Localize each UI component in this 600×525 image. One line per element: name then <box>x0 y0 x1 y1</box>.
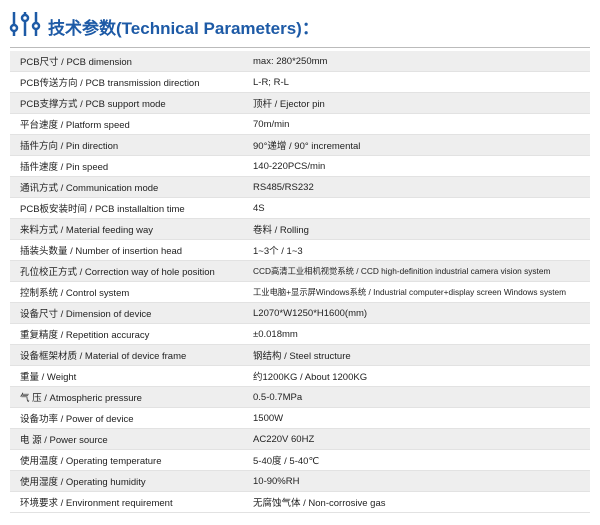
table-row: PCB板安装时间 / PCB installaltion time 4S <box>10 198 590 219</box>
table-row: 设备尺寸 / Dimension of device L2070*W1250*H1… <box>10 303 590 324</box>
spec-value: 卷料 / Rolling <box>253 225 309 236</box>
table-row: 设备功率 / Power of device 1500W <box>10 408 590 429</box>
table-row: 控制系统 / Control system 工业电脑+显示屏Windows系统 /… <box>10 282 590 303</box>
spec-name: 插件方向 / Pin direction <box>20 141 119 152</box>
spec-name: 插件速度 / Pin speed <box>20 162 109 173</box>
table-row: 重量 / Weight 约1200KG / About 1200KG <box>10 366 590 387</box>
spec-value: 1500W <box>253 412 284 424</box>
spec-value: 70m/min <box>253 118 290 130</box>
spec-value: 10-90%RH <box>253 475 300 487</box>
spec-name: 使用温度 / Operating temperature <box>20 456 162 467</box>
spec-name: 来料方式 / Material feeding way <box>20 225 154 236</box>
spec-value: 顶杆 / Ejector pin <box>253 99 325 110</box>
table-row: PCB传送方向 / PCB transmission direction L-R;… <box>10 72 590 93</box>
header: 技术参数(Technical Parameters)： <box>0 0 600 48</box>
table-row: 设备框架材质 / Material of device frame 钢结构 / S… <box>10 345 590 366</box>
divider <box>10 47 590 48</box>
spec-name: 重量 / Weight <box>20 372 77 383</box>
spec-name: 设备框架材质 / Material of device frame <box>20 351 187 362</box>
spec-value: 140-220PCS/min <box>253 160 326 172</box>
table-row: 插件速度 / Pin speed 140-220PCS/min <box>10 156 590 177</box>
spec-name: 使用湿度 / Operating humidity <box>20 477 146 488</box>
title: 技术参数(Technical Parameters)： <box>48 19 319 38</box>
spec-value: 1~3个 / 1~3 <box>253 246 303 257</box>
spec-value: 工业电脑+显示屏Windows系统 / Industrial computer+… <box>253 287 567 297</box>
table-row: 电 源 / Power source AC220V 60HZ <box>10 429 590 450</box>
spec-value: 约1200KG / About 1200KG <box>253 372 368 383</box>
spec-value: 无腐蚀气体 / Non-corrosive gas <box>253 498 386 509</box>
table-row: 插件方向 / Pin direction 90°递增 / 90° incremen… <box>10 135 590 156</box>
spec-value: L-R; R-L <box>253 76 289 88</box>
spec-name: 设备功率 / Power of device <box>20 414 134 425</box>
spec-name: PCB尺寸 / PCB dimension <box>20 57 132 68</box>
table-row: 使用湿度 / Operating humidity 10-90%RH <box>10 471 590 492</box>
spec-value: 0.5-0.7MPa <box>253 391 303 403</box>
spec-name: 电 源 / Power source <box>20 435 108 446</box>
spec-value: ±0.018mm <box>253 328 298 340</box>
spec-name: 设备尺寸 / Dimension of device <box>20 309 152 320</box>
table-row: 来料方式 / Material feeding way 卷料 / Rolling <box>10 219 590 240</box>
spec-value: max: 280*250mm <box>253 55 328 67</box>
spec-name: 环境要求 / Environment requirement <box>20 498 173 509</box>
spec-name: PCB支撑方式 / PCB support mode <box>20 99 166 110</box>
table-row: 环境要求 / Environment requirement 无腐蚀气体 / No… <box>10 492 590 513</box>
table-row: 通讯方式 / Communication mode RS485/RS232 <box>10 177 590 198</box>
table-row: 气 压 / Atmospheric pressure 0.5-0.7MPa <box>10 387 590 408</box>
spec-value: 4S <box>253 202 265 214</box>
spec-value: L2070*W1250*H1600(mm) <box>253 307 368 319</box>
spec-value: CCD高清工业相机视觉系统 / CCD high-definition indu… <box>253 266 551 276</box>
spec-name: 控制系统 / Control system <box>20 288 130 299</box>
spec-name: 气 压 / Atmospheric pressure <box>20 393 142 404</box>
spec-value: 90°递增 / 90° incremental <box>253 141 361 152</box>
spec-value: RS485/RS232 <box>253 181 314 193</box>
spec-value: 钢结构 / Steel structure <box>253 351 351 362</box>
icon <box>9 12 41 36</box>
spec-name: PCB板安装时间 / PCB installaltion time <box>20 204 185 215</box>
table-row: 重复精度 / Repetition accuracy ±0.018mm <box>10 324 590 345</box>
spec-name: 平台速度 / Platform speed <box>20 120 130 131</box>
table-row: PCB尺寸 / PCB dimension max: 280*250mm <box>10 51 590 72</box>
table-row: 使用温度 / Operating temperature 5-40度 / 5-40… <box>10 450 590 471</box>
spec-value: AC220V 60HZ <box>253 433 315 445</box>
spec-name: 插装头数量 / Number of insertion head <box>20 246 183 257</box>
spec-value: 5-40度 / 5-40℃ <box>253 456 320 467</box>
spec-name: 通讯方式 / Communication mode <box>20 183 159 194</box>
table-row: 孔位校正方式 / Correction way of hole position… <box>10 261 590 282</box>
spec-name: PCB传送方向 / PCB transmission direction <box>20 78 200 89</box>
spec-name: 孔位校正方式 / Correction way of hole position <box>20 267 215 278</box>
spec-name: 重复精度 / Repetition accuracy <box>20 330 150 341</box>
table-row: 插装头数量 / Number of insertion head 1~3个 / 1… <box>10 240 590 261</box>
table-row: 平台速度 / Platform speed 70m/min <box>10 114 590 135</box>
spec-table: PCB尺寸 / PCB dimension max: 280*250mm PCB传送… <box>10 51 590 513</box>
table-row: PCB支撑方式 / PCB support mode 顶杆 / Ejector p… <box>10 93 590 114</box>
